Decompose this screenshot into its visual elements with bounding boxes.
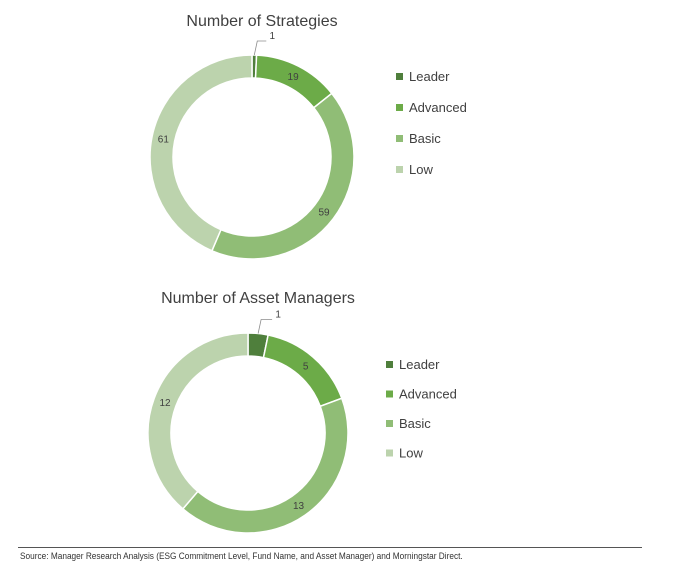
chart-title: Number of Asset Managers [161, 290, 355, 307]
legend-swatch-advanced [396, 104, 403, 111]
data-label-leader: 1 [270, 31, 276, 42]
strategies-donut-chart: Number of Strategies 1 19 59 61 Leader Advan… [149, 13, 467, 260]
source-note: Source: Manager Research Analysis (ESG C… [20, 551, 463, 561]
legend-label-low: Low [399, 446, 423, 461]
data-label-leader: 1 [275, 310, 281, 321]
data-label-low: 12 [159, 398, 171, 409]
legend-swatch-low [396, 166, 403, 173]
legend-label-advanced: Advanced [399, 387, 457, 402]
data-label-low: 61 [158, 134, 170, 145]
charts-canvas: Number of Strategies 1 19 59 61 Leader Advan… [147, 13, 467, 534]
source-divider [18, 547, 642, 548]
legend-label-leader: Leader [409, 69, 450, 84]
data-label-basic: 59 [318, 207, 330, 218]
donut-slice-low [147, 332, 249, 510]
legend-label-low: Low [409, 162, 433, 177]
legend-swatch-basic [386, 420, 393, 427]
legend-swatch-advanced [386, 390, 393, 398]
chart-title: Number of Strategies [186, 13, 337, 30]
legend-swatch-basic [396, 135, 403, 142]
donut-slice-low [149, 54, 253, 252]
legend-swatch-leader [386, 361, 393, 368]
legend-swatch-low [386, 449, 393, 457]
donut-slice-basic [181, 397, 349, 534]
data-label-basic: 13 [293, 501, 305, 512]
data-label-advanced: 19 [288, 72, 300, 83]
legend-label-advanced: Advanced [409, 100, 467, 115]
donut-slice-basic [210, 92, 355, 260]
legend-label-basic: Basic [399, 416, 431, 431]
legend-label-basic: Basic [409, 131, 441, 146]
leader-line [257, 319, 273, 334]
legend-label-leader: Leader [399, 357, 440, 372]
asset-managers-donut-chart: Number of Asset Managers 1 5 13 12 Leader Ad… [147, 290, 457, 534]
legend-swatch-leader [396, 73, 403, 80]
leader-line [253, 40, 267, 56]
data-label-advanced: 5 [303, 361, 309, 372]
